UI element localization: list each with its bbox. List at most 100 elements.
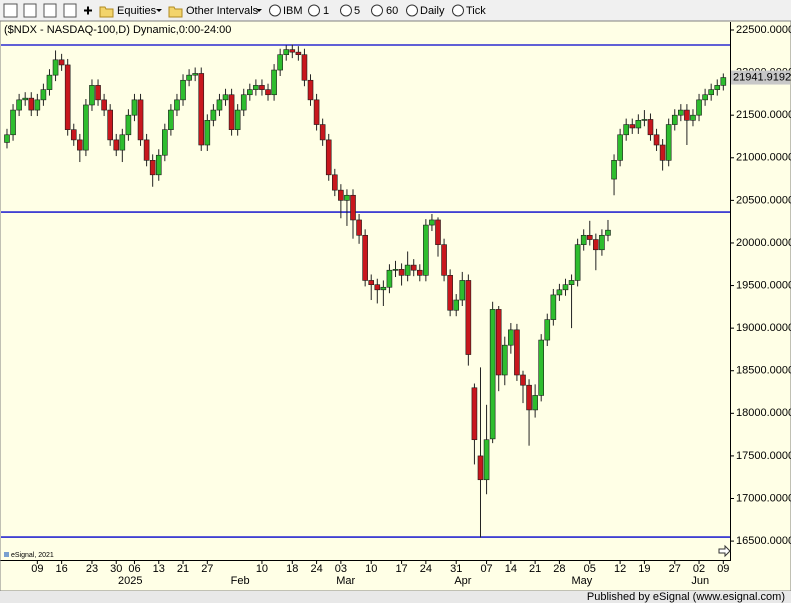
x-tick-label: 18 [286, 563, 298, 575]
candle-body [441, 244, 447, 276]
candle-body [204, 119, 211, 146]
candle-body [447, 275, 453, 311]
candle-body [526, 384, 532, 411]
interval-icon[interactable] [452, 4, 464, 17]
candle-body [368, 280, 375, 285]
candle-body [538, 339, 545, 396]
folder-icon[interactable] [99, 6, 114, 18]
candle-body [635, 119, 642, 129]
toolbar [0, 0, 791, 21]
interval-icon[interactable] [340, 4, 352, 17]
candle-body [690, 114, 696, 121]
candle-body [180, 79, 186, 101]
interval-icon[interactable] [371, 4, 383, 17]
candle-body [465, 280, 472, 355]
x-tick-label: 30 [110, 563, 122, 575]
candle-body [149, 160, 156, 176]
x-tick-label: 05 [584, 563, 596, 575]
candle-body [319, 124, 326, 141]
candle-body [222, 94, 229, 101]
watermark-icon [4, 552, 9, 557]
candle-body [410, 264, 417, 271]
x-tick-label: 23 [86, 563, 98, 575]
period-label: May [571, 575, 592, 587]
candle-body [277, 54, 283, 71]
candle-body [240, 94, 247, 111]
y-tick-label: 20500.0000 [736, 194, 791, 206]
candle-body [228, 94, 235, 130]
x-tick-label: 03 [335, 563, 347, 575]
toolbar-item[interactable]: IBM [283, 5, 303, 17]
candle-body [34, 99, 41, 111]
last-price-label: 21941.9192 [733, 71, 791, 83]
candle-body [568, 280, 575, 285]
x-tick-label: 27 [669, 563, 681, 575]
candle-body [325, 139, 332, 176]
watermark: eSignal, 2021 [11, 552, 54, 559]
candle-body [95, 85, 101, 101]
candle-body [374, 284, 381, 291]
icon[interactable] [43, 3, 57, 18]
candle-body [659, 144, 666, 161]
y-tick-label: 18500.0000 [736, 365, 791, 377]
status-bar [0, 591, 791, 603]
candle-body [83, 104, 89, 151]
intervals-menu[interactable]: Other Intervals [186, 5, 259, 17]
toolbar-item[interactable]: 1 [323, 5, 329, 17]
candle-body [398, 269, 405, 276]
candle-body [216, 99, 223, 111]
toolbar-item[interactable]: 5 [354, 5, 360, 17]
candle-body [198, 73, 205, 146]
toolbar-item[interactable]: 60 [386, 5, 398, 17]
price-axis [731, 22, 790, 560]
y-tick-label: 17500.0000 [736, 450, 791, 462]
candle-body [404, 264, 411, 276]
x-tick-label: 19 [638, 563, 650, 575]
candle-body [137, 99, 144, 141]
add-icon[interactable] [84, 6, 92, 15]
candle-body [605, 229, 611, 236]
footer: Published by eSignal (www.esignal.com) [587, 591, 785, 603]
symbol-icon[interactable] [269, 4, 281, 17]
toolbar-item[interactable]: Tick [466, 5, 486, 17]
interval-icon[interactable] [308, 4, 320, 17]
candle-body [556, 289, 563, 296]
candle-body [586, 234, 593, 240]
candle-body [495, 309, 502, 376]
y-tick-label: 19500.0000 [736, 279, 791, 291]
period-label: Mar [336, 575, 355, 587]
candle-body [58, 59, 65, 66]
candle-body [429, 219, 435, 226]
icon[interactable] [3, 3, 18, 18]
dropdown-arrow[interactable] [156, 9, 162, 12]
candle-body [550, 294, 557, 320]
y-tick-label: 19000.0000 [736, 322, 791, 334]
x-tick-label: 24 [310, 563, 322, 575]
y-tick-label: 22500.0000 [736, 24, 791, 36]
candle-body [350, 194, 356, 221]
icon[interactable] [23, 3, 37, 18]
candle-body [186, 74, 192, 81]
candle-body [653, 134, 660, 146]
dropdown-arrow[interactable] [256, 9, 262, 12]
candle-body [702, 94, 708, 101]
symbol-list[interactable]: Equities [117, 5, 157, 17]
candle-body [155, 154, 162, 176]
x-tick-label: 12 [614, 563, 626, 575]
candle-body [720, 77, 727, 86]
candle-body [119, 134, 126, 151]
x-tick-label: 09 [717, 563, 729, 575]
candle-body [174, 99, 180, 111]
candle-body [210, 109, 217, 121]
toolbar-item[interactable]: Daily [420, 5, 445, 17]
candle-body [22, 97, 28, 101]
candle-body [16, 99, 22, 111]
icon[interactable] [63, 3, 77, 18]
candle-body [580, 234, 587, 245]
folder-icon[interactable] [168, 6, 183, 18]
candle-body [501, 344, 508, 376]
interval-icon[interactable] [406, 4, 418, 17]
candle-body [162, 129, 168, 156]
scroll-right[interactable] [718, 544, 731, 558]
candle-body [356, 219, 362, 236]
